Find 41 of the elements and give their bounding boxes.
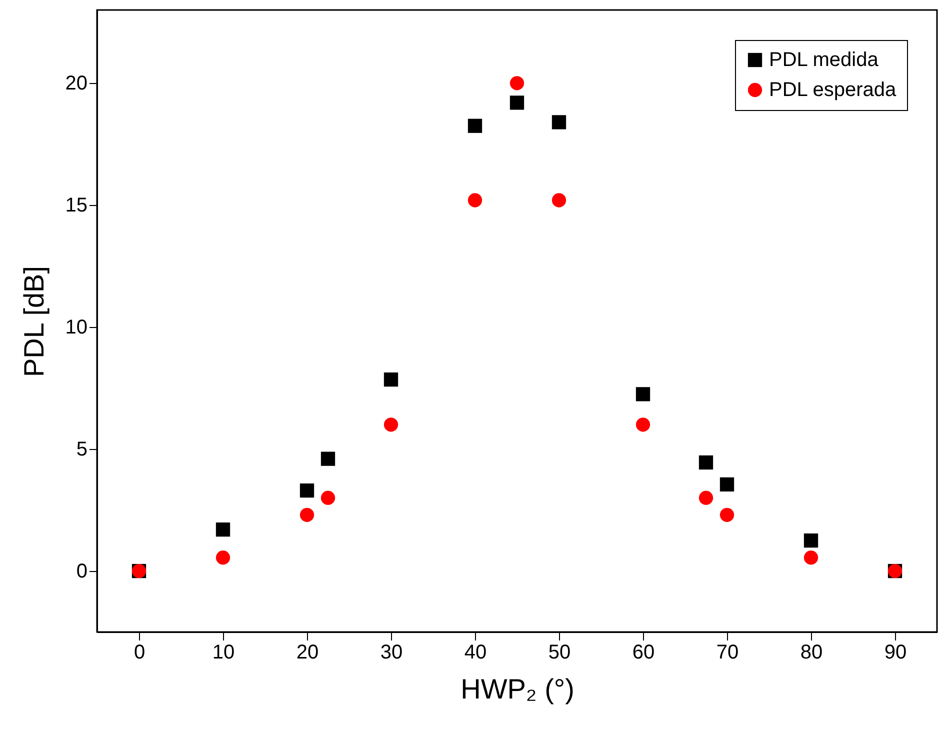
x-tick-label: 60 (632, 642, 655, 664)
x-axis-title: HWP₂ (°) (460, 674, 574, 704)
y-tick-label: 20 (65, 72, 88, 95)
y-tick-label: 0 (76, 560, 88, 583)
y-tick-label: 10 (65, 316, 88, 339)
point (698, 455, 714, 470)
legend-label: PDL medida (769, 49, 880, 71)
point (804, 550, 818, 565)
x-tick-label: 90 (884, 642, 907, 664)
point (384, 418, 398, 432)
point (216, 522, 230, 537)
point (384, 372, 398, 387)
y-axis-title: PDL [dB] (18, 266, 50, 378)
x-tick-label: 20 (296, 642, 319, 664)
point (720, 508, 734, 522)
point (468, 118, 482, 133)
point (552, 115, 566, 130)
point (698, 490, 714, 505)
y-tick-label: 5 (76, 438, 88, 461)
point (636, 387, 650, 402)
point (300, 508, 314, 522)
point (320, 452, 336, 466)
x-tick-label: 0 (134, 642, 146, 664)
point (300, 483, 314, 498)
x-tick-label: 50 (548, 642, 571, 664)
point (636, 418, 650, 432)
point (720, 477, 734, 492)
x-tick-label: 30 (380, 642, 403, 664)
point (510, 76, 524, 90)
point (216, 550, 230, 565)
x-tick-label: 10 (212, 642, 235, 664)
x-tick-label: 40 (464, 642, 487, 664)
point (804, 533, 818, 548)
point (552, 193, 566, 208)
point (510, 96, 524, 110)
x-tick-label: 80 (800, 642, 823, 664)
y-tick-label: 15 (65, 194, 88, 217)
point (468, 193, 482, 208)
legend-label: PDL esperada (769, 79, 897, 101)
x-tick-label: 70 (716, 642, 739, 664)
point (320, 490, 336, 505)
